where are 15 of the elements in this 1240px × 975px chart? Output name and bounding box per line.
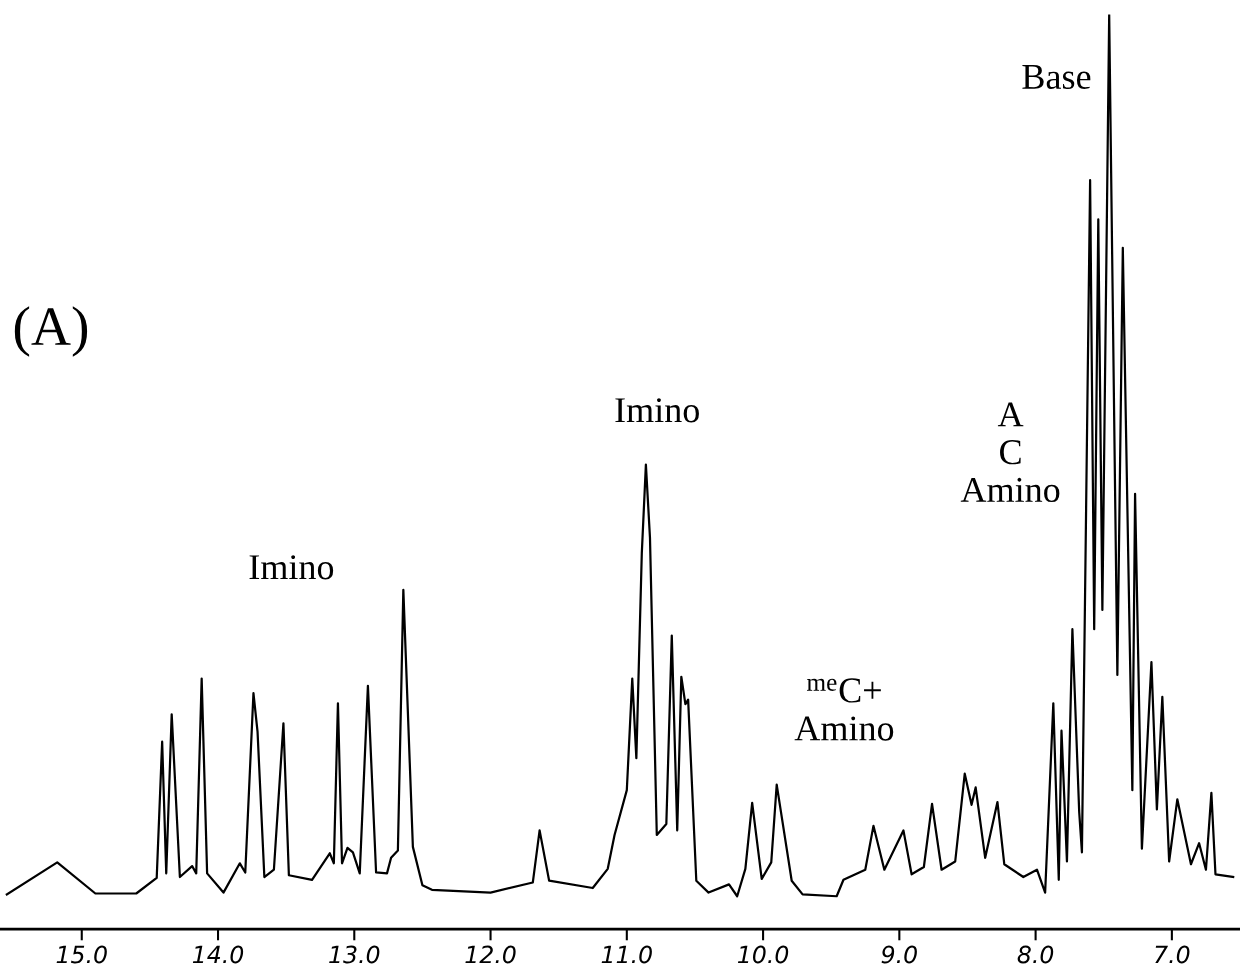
- x-tick-label: 13.0: [329, 945, 380, 964]
- annotation: Imino: [615, 398, 699, 423]
- annotation: A C Amino: [960, 402, 1060, 503]
- annotation: $^{me}$C+ Amino: [794, 678, 894, 741]
- annotation: Imino: [249, 555, 334, 580]
- x-tick-label: 11.0: [601, 945, 652, 964]
- x-tick-label: 15.0: [56, 945, 107, 964]
- x-tick-label: 8.0: [1017, 945, 1054, 964]
- x-tick-label: 14.0: [192, 945, 244, 964]
- x-tick-label: 10.0: [737, 945, 789, 964]
- x-tick-label: 9.0: [881, 945, 917, 964]
- x-tick-label: 7.0: [1155, 945, 1190, 964]
- x-tick-label: 12.0: [465, 945, 516, 964]
- text: (A): [14, 306, 88, 357]
- annotation: Base: [1022, 64, 1091, 89]
